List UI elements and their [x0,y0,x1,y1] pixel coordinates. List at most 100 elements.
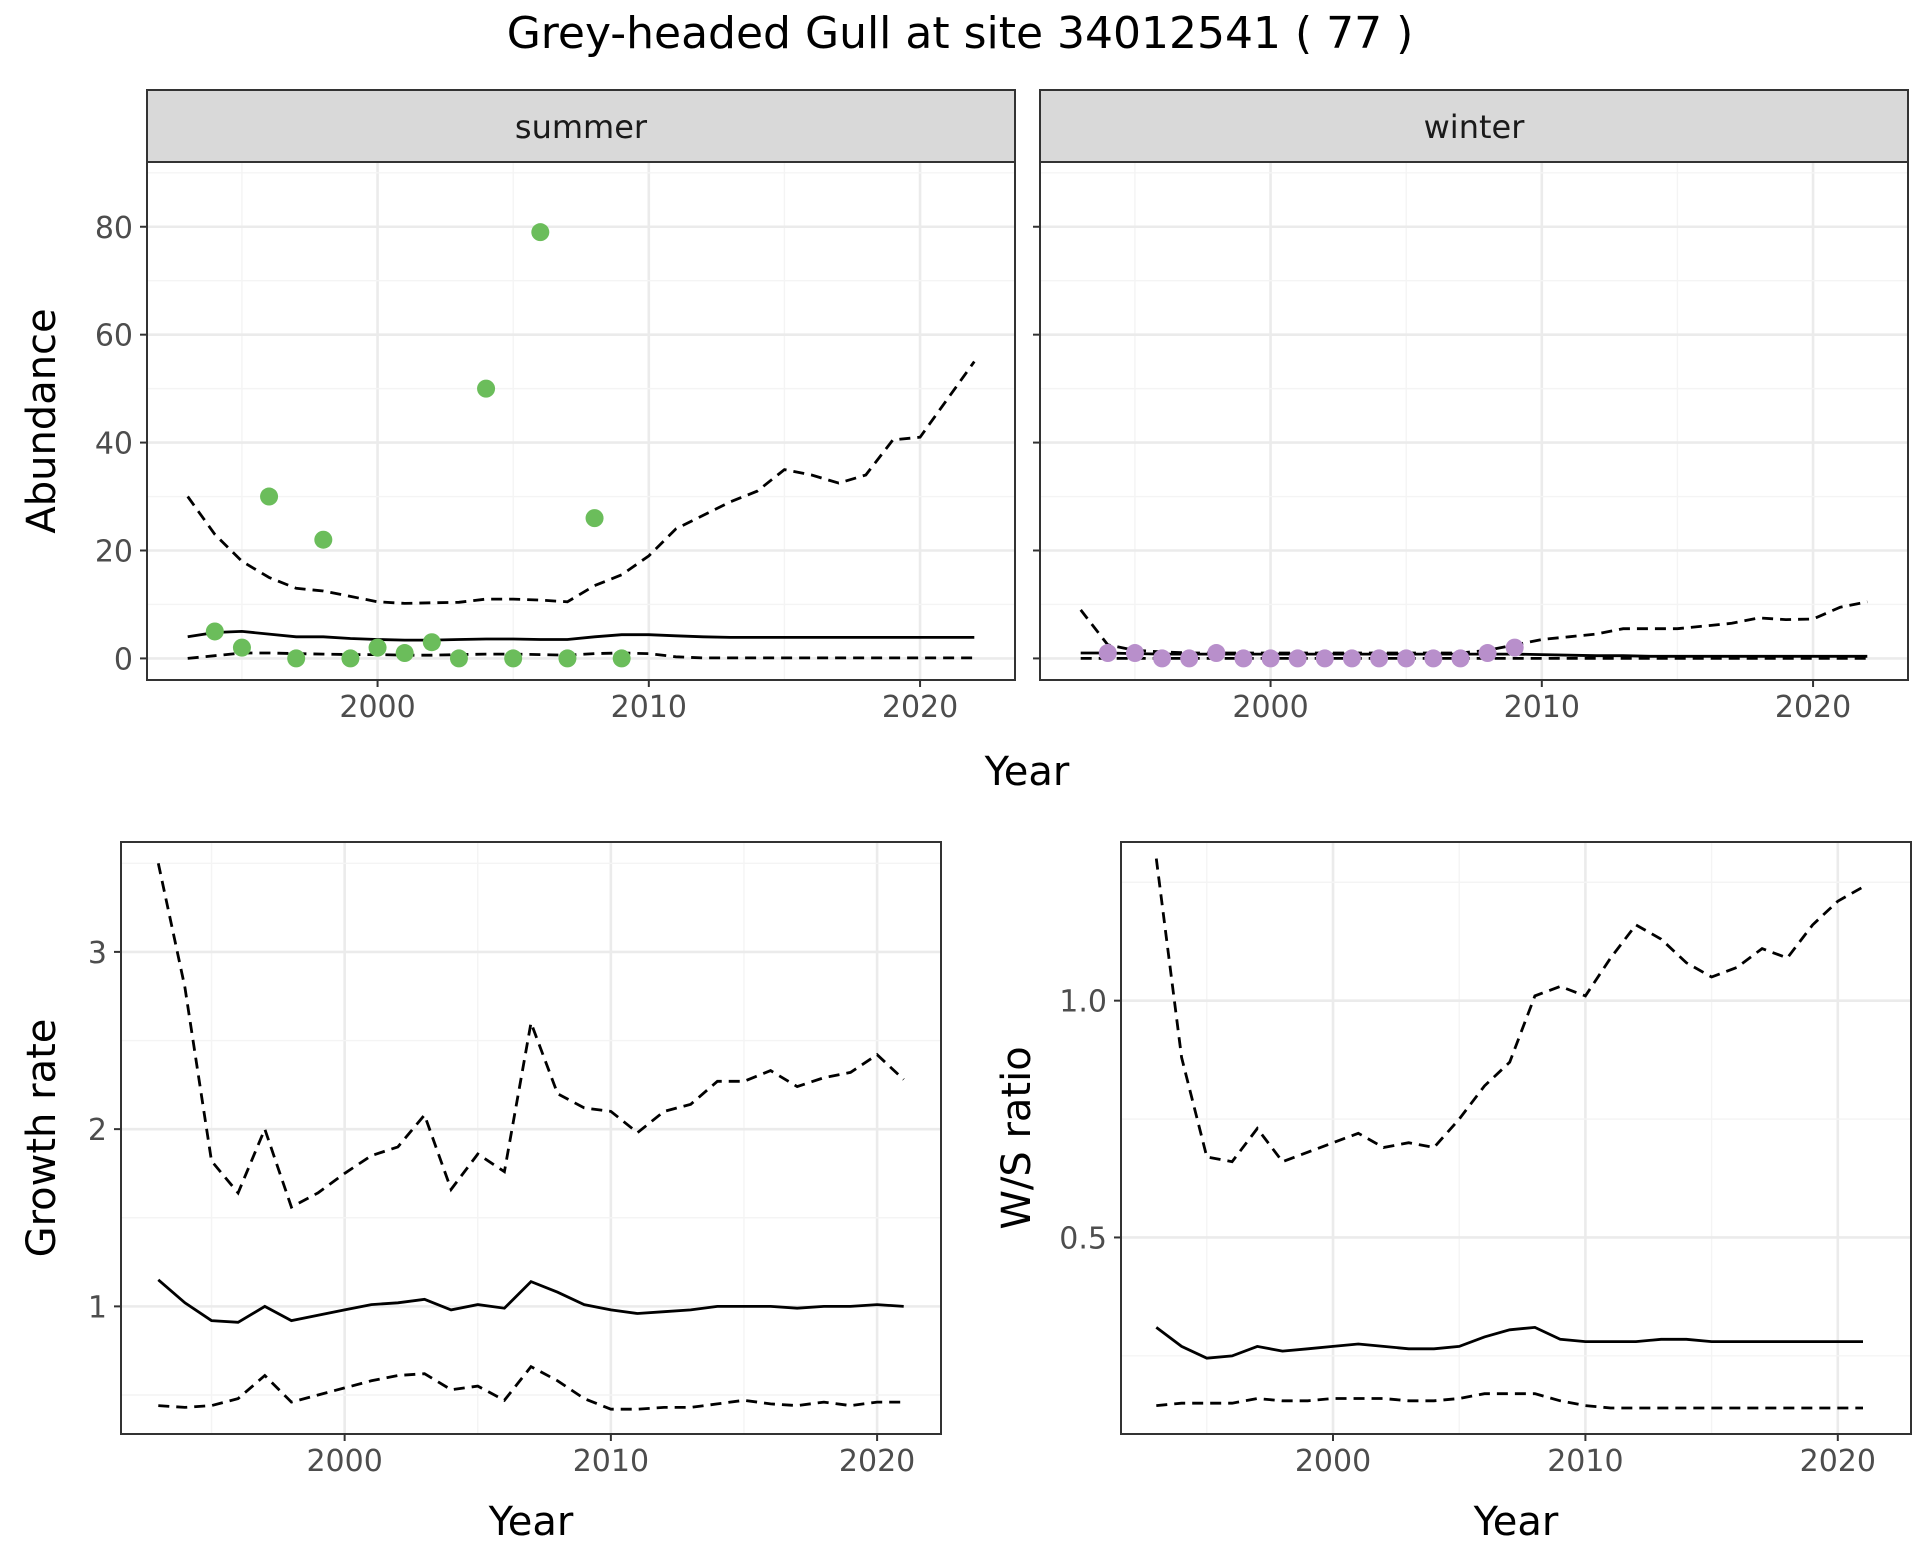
winter-observation-point [1288,649,1307,668]
growth-marks [156,863,905,1411]
growth-panel-border [120,841,942,1435]
growth-x-tick-label: 2000 [306,1444,382,1479]
winter-observation-point [1451,649,1470,668]
winter-observation-point [1153,649,1172,668]
winter-observation-point [1234,649,1253,668]
summer-observation-point [232,638,251,657]
ratio-series-line-upper-bound [1154,858,1864,1164]
ratio-series-line-lower-bound [1156,1392,1863,1410]
summer-observation-point [531,223,550,242]
growth-y-tick-label: 1 [88,1290,107,1325]
summer-grid [147,162,1015,680]
winter-marks [1079,600,1868,668]
summer-facet-strip: summer [146,89,1016,163]
ratio-y-tick-label: 1.0 [1059,985,1107,1020]
winter-observation-point [1207,644,1226,663]
winter-observation-point [1098,644,1117,663]
growth-ticks: 2000 2010 2020 1 2 3 [88,936,915,1479]
ratio-ticks: 2000 2010 2020 0.5 1.0 [1059,985,1876,1479]
growth-series-line-estimate [157,1278,904,1324]
top-x-axis-label: Year [984,749,1070,795]
summer-observation-point [287,649,306,668]
summer-observation-point [314,530,333,549]
summer-observation-point [558,649,577,668]
winter-ticks: 2000 2010 2020 [1033,225,1851,725]
summer-plot-background [147,162,1015,680]
summer-observation-point [477,379,496,398]
growth-y-tick-label: 2 [88,1113,107,1148]
summer-y-tick-label: 20 [95,535,133,570]
growth-series-line-upper-bound [156,863,905,1210]
panel-winter: winter 2000 2010 2020 [1033,89,1909,725]
summer-y-tick-label: 40 [95,427,133,462]
summer-series-line-upper-bound [186,360,976,605]
summer-panel-border [146,161,1016,681]
winter-panel-border [1039,161,1909,681]
winter-observation-point [1505,638,1524,657]
summer-series-line-estimate [187,629,975,642]
winter-observation-point [1315,649,1334,668]
figure-title: Grey-headed Gull at site 34012541 ( 77 ) [507,8,1414,59]
ratio-grid [1121,842,1911,1434]
panel-summer: summer 2000 2010 2020 0 20 40 60 80 Abundance [19,89,1016,725]
summer-y-tick-label: 0 [114,642,133,677]
ratio-x-tick-label: 2020 [1800,1444,1876,1479]
summer-observation-point [449,649,468,668]
ratio-panel-border [1120,841,1912,1435]
summer-y-tick-label: 80 [95,211,133,246]
winter-x-tick-label: 2000 [1232,690,1308,725]
summer-x-tick-label: 2020 [882,690,958,725]
summer-ticks: 2000 2010 2020 0 20 40 60 80 [95,211,958,725]
winter-observation-point [1397,649,1416,668]
winter-observation-point [1478,644,1497,663]
winter-observation-point [1424,649,1443,668]
winter-plot-background [1040,162,1908,680]
summer-observation-point [422,633,441,652]
winter-facet-label: winter [1424,108,1526,146]
summer-observation-point [341,649,360,668]
growth-plot-background [121,842,941,1434]
winter-observation-point [1125,644,1144,663]
summer-series-line-lower-bound [187,651,975,660]
ratio-plot-background [1121,842,1911,1434]
ratio-marks [1154,858,1864,1410]
winter-x-tick-label: 2010 [1504,690,1580,725]
ratio-x-tick-label: 2000 [1295,1444,1371,1479]
summer-observation-point [395,644,414,663]
winter-facet-strip: winter [1039,89,1909,163]
winter-observation-point [1261,649,1280,668]
ratio-y-tick-label: 0.5 [1059,1221,1107,1256]
growth-x-axis-label: Year [488,1499,574,1545]
ratio-y-axis-label: W/S ratio [994,1046,1040,1229]
summer-x-tick-label: 2000 [339,690,415,725]
ratio-x-axis-label: Year [1473,1499,1559,1545]
summer-observation-point [205,622,224,641]
summer-observation-point [504,649,523,668]
panel-ws-ratio: 2000 2010 2020 0.5 1.0 W/S ratio Year [994,841,1912,1545]
summer-observation-point [612,649,631,668]
panel-growth-rate: 2000 2010 2020 1 2 3 Growth rate Year [19,841,942,1545]
summer-observation-point [585,509,604,528]
growth-series-line-lower-bound [158,1364,904,1411]
winter-observation-point [1342,649,1361,668]
growth-y-axis-label: Growth rate [19,1019,65,1258]
summer-x-tick-label: 2010 [611,690,687,725]
winter-grid [1040,162,1908,680]
summer-y-tick-label: 60 [95,319,133,354]
winter-observation-point [1180,649,1199,668]
summer-observation-point [260,487,279,506]
winter-observation-point [1370,649,1389,668]
summer-facet-label: summer [515,108,648,146]
growth-x-tick-label: 2020 [839,1444,915,1479]
ratio-x-tick-label: 2010 [1547,1444,1623,1479]
growth-y-tick-label: 3 [88,936,107,971]
summer-strip-background [146,89,1016,163]
ratio-series-line-estimate [1155,1325,1863,1360]
summer-marks [186,223,976,668]
summer-observation-point [368,638,387,657]
winter-x-tick-label: 2020 [1775,690,1851,725]
summer-y-axis-label: Abundance [19,308,65,533]
growth-x-tick-label: 2010 [573,1444,649,1479]
growth-grid [121,842,941,1434]
